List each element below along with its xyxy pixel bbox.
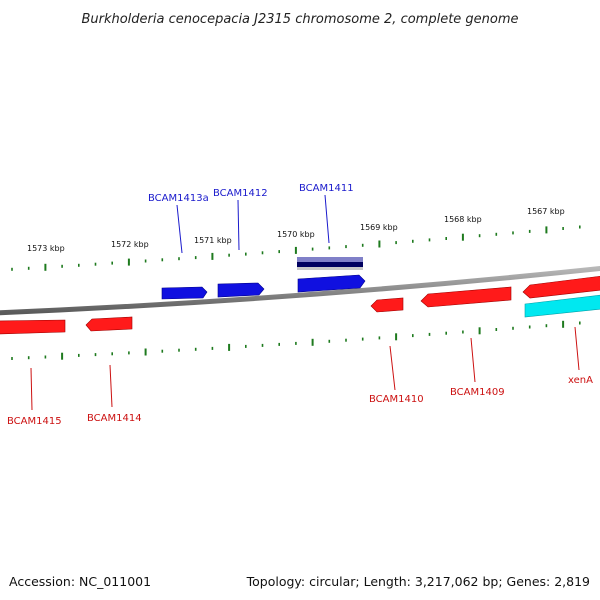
rna-band-shadow xyxy=(297,267,363,270)
gene-arrow-xenA[interactable] xyxy=(522,275,600,299)
gene-arrow-BCAM1409[interactable] xyxy=(420,286,512,308)
rna-band-light xyxy=(297,257,363,262)
gene-BCAM1413a[interactable]: BCAM1413a xyxy=(148,193,209,300)
outer-tick-row xyxy=(11,225,581,271)
gene-label-BCAM1415: BCAM1415 xyxy=(7,416,62,427)
gene-BCAM1411[interactable]: BCAM1411 xyxy=(297,183,366,293)
gene-BCAM1415[interactable]: BCAM1415 xyxy=(0,319,66,427)
inner-tick-row xyxy=(11,320,581,360)
gene-label-BCAM1411: BCAM1411 xyxy=(299,183,354,194)
gene-BCAM1412[interactable]: BCAM1412 xyxy=(213,188,268,298)
gene-leader-BCAM1411 xyxy=(324,194,330,244)
kbp-label-1571: 1571 kbp xyxy=(194,236,232,245)
gene-BCAM1410[interactable]: BCAM1410 xyxy=(369,297,424,405)
gene-highlight-xenA[interactable] xyxy=(524,294,600,318)
gene-label-BCAM1413a: BCAM1413a xyxy=(148,193,209,204)
rna-band-dark xyxy=(297,262,363,267)
gene-arrow-BCAM1414[interactable] xyxy=(85,316,133,332)
gene-label-BCAM1409: BCAM1409 xyxy=(450,387,505,398)
kbp-label-1572: 1572 kbp xyxy=(111,240,149,249)
kbp-label-1568: 1568 kbp xyxy=(444,215,482,224)
gene-leader-xenA xyxy=(574,326,580,371)
gene-arrow-BCAM1410[interactable] xyxy=(370,297,404,313)
gene-xenA[interactable]: xenA xyxy=(522,275,600,386)
gene-leader-BCAM1409 xyxy=(470,337,476,383)
gene-BCAM1409[interactable]: BCAM1409 xyxy=(420,286,512,398)
genome-summary-text: Topology: circular; Length: 3,217,062 bp… xyxy=(246,574,590,589)
gene-leader-BCAM1414 xyxy=(109,364,113,408)
gene-label-BCAM1412: BCAM1412 xyxy=(213,188,268,199)
gene-BCAM1414[interactable]: BCAM1414 xyxy=(85,316,142,424)
kbp-label-1567: 1567 kbp xyxy=(527,207,565,216)
gene-leader-BCAM1412 xyxy=(237,199,240,251)
gene-arrow-BCAM1415[interactable] xyxy=(0,319,66,335)
gene-leader-BCAM1415 xyxy=(30,367,33,411)
accession-text: Accession: NC_011001 xyxy=(9,574,151,589)
kbp-label-1570: 1570 kbp xyxy=(277,230,315,239)
gene-label-xenA: xenA xyxy=(568,375,593,386)
gene-arrow-BCAM1413a[interactable] xyxy=(161,286,208,300)
gene-leader-BCAM1410 xyxy=(389,345,396,391)
gene-label-BCAM1414: BCAM1414 xyxy=(87,413,142,424)
genome-backbone xyxy=(0,266,600,316)
gene-leader-BCAM1413a xyxy=(176,204,183,254)
kbp-label-1573: 1573 kbp xyxy=(27,244,65,253)
gene-label-BCAM1410: BCAM1410 xyxy=(369,394,424,405)
kbp-label-1569: 1569 kbp xyxy=(360,223,398,232)
gene-arrow-BCAM1412[interactable] xyxy=(217,282,265,298)
map-title: Burkholderia cenocepacia J2315 chromosom… xyxy=(81,12,518,27)
gene-arrow-BCAM1411[interactable] xyxy=(297,274,366,293)
